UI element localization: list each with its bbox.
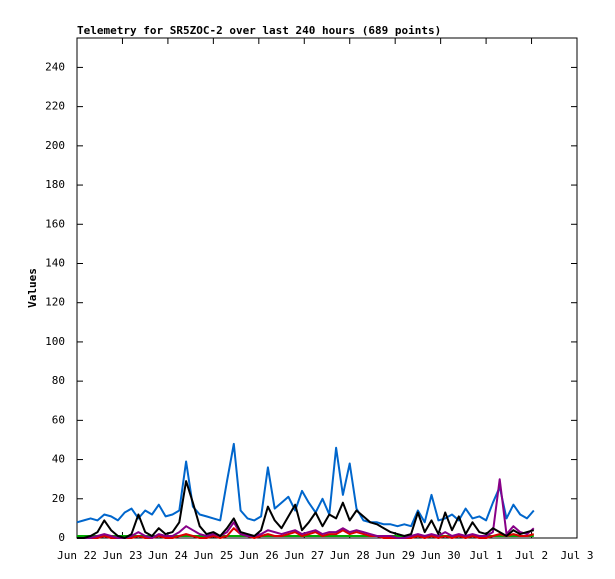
series-line bbox=[77, 478, 535, 539]
x-tick-label: Jul 3 bbox=[560, 549, 593, 562]
x-tick-label: Jun 24 bbox=[148, 549, 188, 562]
x-tick-label: Jul 2 bbox=[515, 549, 548, 562]
x-tick-label: Jun 22 bbox=[57, 549, 97, 562]
y-tick-label: 20 bbox=[52, 492, 65, 505]
plot-frame bbox=[76, 37, 578, 539]
y-tick-label: 160 bbox=[45, 217, 65, 230]
y-axis-label: Values bbox=[26, 268, 39, 308]
y-tick-label: 60 bbox=[52, 413, 65, 426]
chart-title: Telemetry for SR5ZOC-2 over last 240 hou… bbox=[77, 24, 441, 37]
y-tick-label: 240 bbox=[45, 60, 65, 73]
x-tick-label: Jun 27 bbox=[284, 549, 324, 562]
x-tick-label: Jun 26 bbox=[239, 549, 279, 562]
y-tick-label: 200 bbox=[45, 139, 65, 152]
y-tick-label: 80 bbox=[52, 374, 65, 387]
y-tick-label: 120 bbox=[45, 296, 65, 309]
y-tick-label: 140 bbox=[45, 256, 65, 269]
x-tick-label: Jun 30 bbox=[421, 549, 461, 562]
series-line bbox=[77, 480, 535, 539]
y-tick-label: 0 bbox=[58, 531, 65, 544]
y-tick-label: 40 bbox=[52, 453, 65, 466]
y-tick-label: 180 bbox=[45, 178, 65, 191]
x-tick-label: Jun 25 bbox=[193, 549, 233, 562]
y-tick-label: 220 bbox=[45, 100, 65, 113]
x-tick-label: Jun 23 bbox=[103, 549, 143, 562]
x-tick-label: Jul 1 bbox=[470, 549, 503, 562]
x-tick-label: Jun 28 bbox=[330, 549, 370, 562]
x-tick-label: Jun 29 bbox=[375, 549, 415, 562]
y-tick-label: 100 bbox=[45, 335, 65, 348]
